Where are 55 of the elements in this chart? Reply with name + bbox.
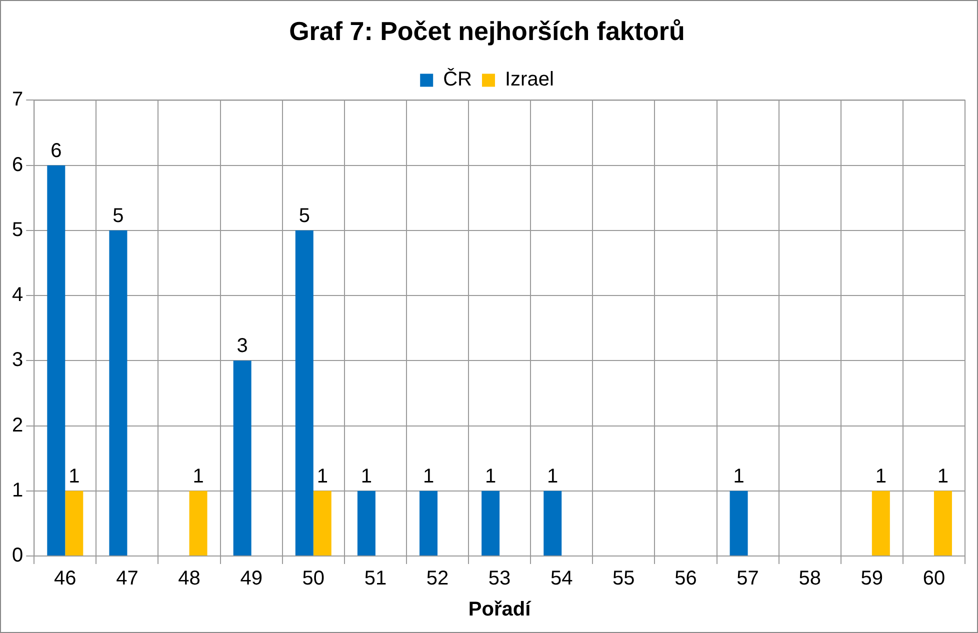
bar	[189, 490, 208, 556]
data-label: 6	[50, 140, 62, 162]
x-tick-label: 50	[302, 568, 325, 590]
x-axis-title: Pořadí	[468, 598, 532, 621]
x-tick-label: 58	[798, 568, 821, 590]
data-label: 1	[360, 465, 372, 488]
bar	[482, 490, 500, 556]
y-tick-label: 5	[12, 218, 24, 241]
data-label: 5	[112, 204, 124, 227]
x-tick-label: 49	[240, 568, 262, 590]
data-label: 1	[422, 465, 434, 488]
legend-label: ČR	[443, 68, 472, 91]
data-label: 1	[937, 465, 949, 488]
y-tick-label: 3	[12, 349, 24, 372]
x-tick-label: 55	[612, 568, 635, 590]
x-tick-label: 54	[550, 568, 573, 590]
bar	[313, 490, 332, 556]
legend-label: Izrael	[504, 68, 554, 91]
bar	[420, 490, 438, 556]
bar	[233, 360, 252, 556]
x-tick-label: 57	[736, 568, 759, 590]
x-tick-label: 60	[922, 568, 946, 590]
data-label: 5	[298, 204, 310, 227]
y-tick-label: 0	[12, 544, 24, 567]
x-tick-label: 46	[54, 568, 76, 590]
data-label: 1	[485, 465, 496, 488]
data-label: 3	[236, 335, 248, 358]
data-label: 1	[733, 465, 744, 488]
bar	[295, 230, 314, 556]
y-tick-label: 6	[12, 154, 24, 176]
x-tick-label: 56	[674, 568, 697, 590]
data-label: 1	[316, 465, 328, 488]
y-tick-label: 7	[12, 88, 24, 111]
x-tick-label: 47	[116, 568, 138, 590]
x-tick-label: 53	[488, 568, 511, 590]
y-tick-label: 1	[12, 479, 24, 502]
data-label: 1	[547, 465, 558, 488]
data-label: 1	[875, 465, 886, 488]
bar	[109, 230, 128, 556]
x-tick-label: 59	[860, 568, 884, 590]
x-tick-label: 48	[178, 568, 200, 590]
bar	[65, 490, 84, 556]
data-label: 1	[192, 465, 204, 488]
x-tick-label: 52	[426, 568, 449, 590]
chart-title: Graf 7: Počet nejhorších faktorů	[289, 16, 685, 46]
bar	[872, 490, 890, 556]
bar	[47, 165, 66, 556]
x-tick-label: 51	[364, 568, 387, 590]
bar	[544, 490, 562, 556]
bar	[357, 490, 376, 556]
data-label: 1	[68, 465, 80, 488]
bar	[730, 490, 748, 556]
y-tick-label: 4	[12, 284, 24, 306]
bar	[934, 490, 952, 556]
y-tick-label: 2	[12, 414, 24, 436]
